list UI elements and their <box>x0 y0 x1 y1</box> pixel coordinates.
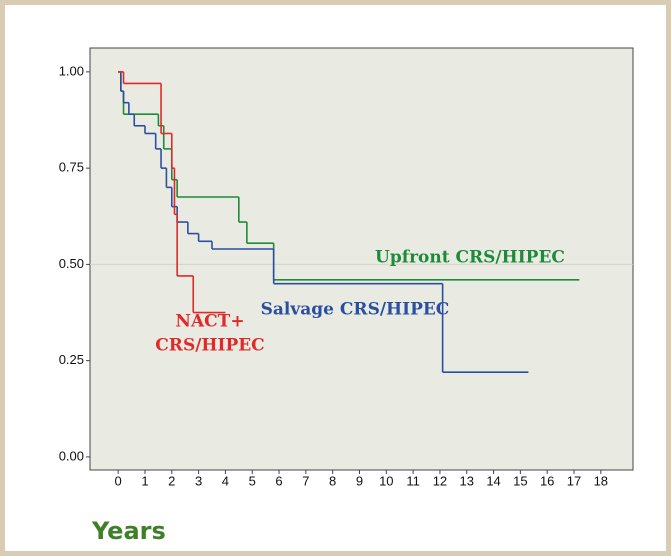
x-tick-label: 13 <box>460 473 474 488</box>
plot-area <box>89 47 634 471</box>
x-tick-label: 9 <box>356 473 363 488</box>
y-tick-label: 0.25 <box>59 352 84 367</box>
y-tick-label: 0.00 <box>59 448 84 463</box>
series-label: CRS/HIPEC <box>155 336 264 356</box>
x-tick-label: 2 <box>168 473 175 488</box>
x-tick-label: 17 <box>567 473 581 488</box>
series-label: Upfront CRS/HIPEC <box>375 248 565 268</box>
x-tick-label: 6 <box>275 473 282 488</box>
x-tick-label: 11 <box>406 473 420 488</box>
y-tick-label: 0.50 <box>59 256 84 271</box>
series-label: Salvage CRS/HIPEC <box>261 300 450 320</box>
y-tick-label: 1.00 <box>59 63 84 78</box>
x-tick-label: 8 <box>329 473 336 488</box>
x-tick-label: 5 <box>249 473 256 488</box>
x-tick-label: 4 <box>222 473 229 488</box>
x-tick-label: 10 <box>379 473 393 488</box>
x-tick-label: 3 <box>195 473 202 488</box>
x-tick-label: 7 <box>302 473 309 488</box>
x-tick-label: 16 <box>540 473 554 488</box>
x-tick-label: 12 <box>433 473 447 488</box>
y-tick-label: 0.75 <box>59 160 84 175</box>
x-tick-label: 18 <box>594 473 608 488</box>
x-tick-label: 15 <box>513 473 527 488</box>
series-label: NACT+ <box>175 312 244 332</box>
x-tick-label: 0 <box>115 473 122 488</box>
x-tick-label: 1 <box>141 473 148 488</box>
x-axis-label: Years <box>91 517 166 545</box>
x-tick-label: 14 <box>486 473 500 488</box>
